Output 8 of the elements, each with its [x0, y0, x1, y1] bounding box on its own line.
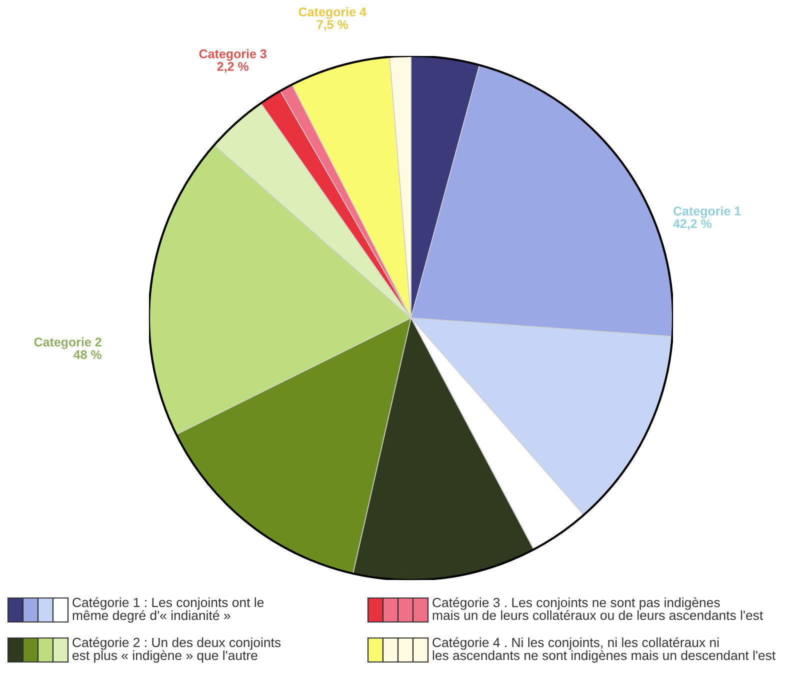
text: Catégorie 4 . Ni les conjoints, ni les collatéraux ni les ascendants ne sont indigènes mais un descendant l'est — [432, 637, 776, 663]
text: Categorie 2 48 % — [34, 337, 102, 360]
text: Catégorie 2 : Un des deux conjoints est plus « indigène » que l'autre — [72, 637, 281, 663]
text: Categorie 3 2,2 % — [199, 49, 266, 73]
text: Categorie 1 42,2 % — [673, 206, 741, 230]
text: Categorie 4 7,5 % — [298, 7, 366, 31]
text: Catégorie 3 . Les conjoints ne sont pas indigènes mais un de leurs collatéraux ou de leurs ascendants l'est — [432, 597, 763, 620]
text: Catégorie 1 : Les conjoints ont le même degré d'« indianité » — [72, 597, 264, 623]
